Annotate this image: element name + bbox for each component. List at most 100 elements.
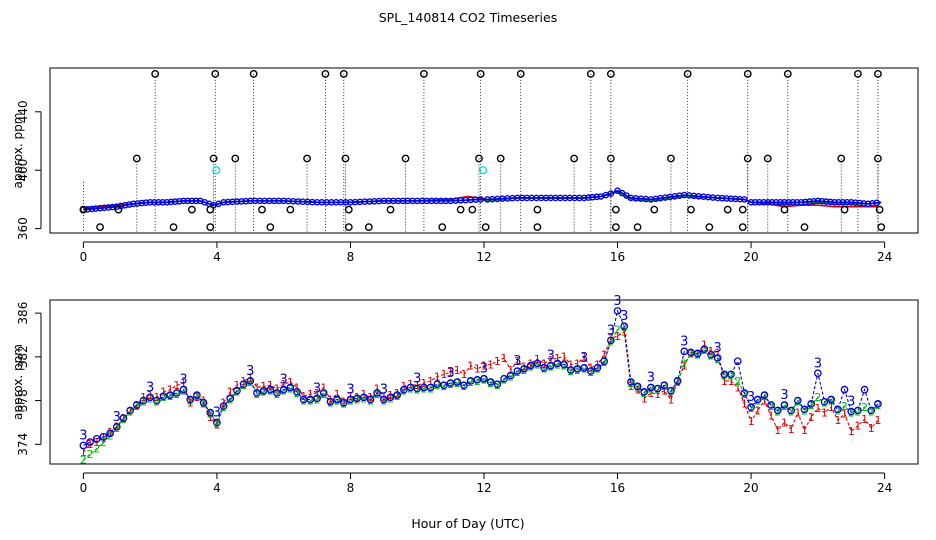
bottom-x-tick-label: 0 <box>80 481 88 495</box>
bottom-series-2-point: 2 <box>854 405 861 418</box>
bottom-series-3-label: 3 <box>213 405 221 420</box>
bottom-series-3-point <box>426 383 435 392</box>
bottom-series-1-point: 1 <box>454 364 461 377</box>
bottom-series-1-point: 1 <box>420 377 427 390</box>
bottom-series-3-label: 3 <box>79 428 87 443</box>
bottom-series-3-point <box>440 381 448 390</box>
bottom-series-3-point <box>366 395 375 404</box>
top-series-3-point <box>831 199 838 206</box>
top-near-marker <box>780 205 789 214</box>
bottom-series-1-point: 1 <box>207 411 214 424</box>
top-mid-marker <box>743 154 752 163</box>
top-mid-marker <box>763 154 772 163</box>
bottom-series-3-point <box>333 395 341 404</box>
bottom-series-2-point: 2 <box>547 361 554 374</box>
top-series-3-point <box>242 197 250 205</box>
bottom-series-1-point: 1 <box>180 377 187 390</box>
top-series-3-point <box>869 200 876 207</box>
bottom-series-2-point: 2 <box>514 366 521 379</box>
top-series-3-point <box>88 205 96 213</box>
bottom-series-3-point <box>106 429 114 438</box>
top-series-3-point <box>732 195 739 203</box>
top-y-tick-label: 360 <box>16 217 30 240</box>
bottom-series-3-point <box>79 441 88 450</box>
bottom-series-1-point: 1 <box>233 379 240 392</box>
bottom-series-1-point: 1 <box>487 358 494 371</box>
bottom-series-3-point <box>233 386 241 395</box>
bottom-y-tick-label: 386 <box>16 302 30 325</box>
bottom-series-2-point: 2 <box>247 376 254 389</box>
top-series-3-point <box>607 190 615 197</box>
bottom-series-3-point <box>593 363 602 372</box>
top-x-tick-label: 16 <box>610 250 625 264</box>
bottom-series-1-point: 1 <box>761 394 768 407</box>
bottom-series-3-label: 3 <box>747 390 755 405</box>
bottom-series-2-point: 2 <box>414 384 421 397</box>
top-max-marker <box>151 69 160 78</box>
top-series-3-point <box>835 199 843 206</box>
top-mid-marker <box>401 154 410 163</box>
bottom-series-1-point: 1 <box>394 387 401 400</box>
top-near-marker <box>840 205 849 214</box>
bottom-series-2-point: 2 <box>647 382 654 395</box>
bottom-series-2-point: 2 <box>400 385 407 398</box>
bottom-series-2-point: 2 <box>808 399 815 412</box>
top-max-marker <box>211 69 220 78</box>
bottom-series-3-point <box>506 371 515 380</box>
top-mid-marker <box>231 154 240 163</box>
bottom-series-2-point: 2 <box>761 390 768 403</box>
bottom-series-1-point: 1 <box>133 399 140 412</box>
bottom-series-1-point: 1 <box>280 378 287 391</box>
bottom-series-3-point <box>286 383 295 392</box>
bottom-series-1-point: 1 <box>501 352 508 365</box>
bottom-series-3-point <box>246 377 255 385</box>
top-series-3-point <box>747 199 755 206</box>
bottom-series-3-point <box>166 391 175 399</box>
top-panel-marks <box>79 69 886 232</box>
top-series-3-point <box>134 200 141 207</box>
top-mid-marker <box>209 154 218 163</box>
bottom-series-1-point: 1 <box>667 393 674 406</box>
top-low-marker <box>705 223 714 232</box>
bottom-series-2-point: 2 <box>654 384 661 397</box>
bottom-series-2-point: 2 <box>253 388 260 401</box>
top-low-marker <box>266 223 275 232</box>
bottom-series-1-point: 1 <box>647 387 654 400</box>
top-low-marker <box>206 223 215 232</box>
top-max-marker <box>321 69 330 78</box>
bottom-series-2-point: 2 <box>380 394 387 407</box>
top-max-marker <box>586 69 595 78</box>
bottom-series-1-point: 1 <box>554 352 561 365</box>
bottom-series-3-point <box>607 336 615 345</box>
top-max-marker <box>339 69 348 78</box>
bottom-series-2-point: 2 <box>140 396 147 409</box>
top-x-tick-label: 12 <box>476 250 491 264</box>
bottom-series-2-point: 2 <box>627 377 634 390</box>
bottom-series-3-point <box>500 374 508 383</box>
bottom-series-1-point: 1 <box>641 392 648 405</box>
top-series-3-point <box>847 199 855 206</box>
bottom-series-3-label: 3 <box>246 364 254 379</box>
top-series-3-point <box>810 197 817 205</box>
bottom-series-2-point: 2 <box>327 397 334 410</box>
top-series-3-point <box>856 199 863 207</box>
top-series-3-point <box>776 199 784 206</box>
bottom-series-1-point: 1 <box>774 424 781 437</box>
bottom-series-1-point: 1 <box>654 388 661 401</box>
bottom-series-2-point: 2 <box>721 369 728 382</box>
bottom-series-2-point: 2 <box>754 394 761 407</box>
bottom-series-2-point: 2 <box>734 375 741 388</box>
bottom-series-3-point <box>373 389 382 397</box>
bottom-series-2-point: 2 <box>661 380 668 393</box>
bottom-series-3-point <box>146 393 155 402</box>
bottom-series-3-label: 3 <box>380 382 388 397</box>
top-mid-marker <box>667 154 675 163</box>
bottom-series-2-point: 2 <box>708 350 715 363</box>
bottom-series-3-point <box>520 365 528 373</box>
bottom-series-1-point: 1 <box>874 414 881 427</box>
bottom-series-1-point: 1 <box>227 386 234 399</box>
bottom-series-2-point: 2 <box>147 392 154 405</box>
bottom-series-3-point <box>126 406 134 415</box>
bottom-series-1-point: 1 <box>100 432 107 445</box>
bottom-series-2-point: 2 <box>687 347 694 360</box>
